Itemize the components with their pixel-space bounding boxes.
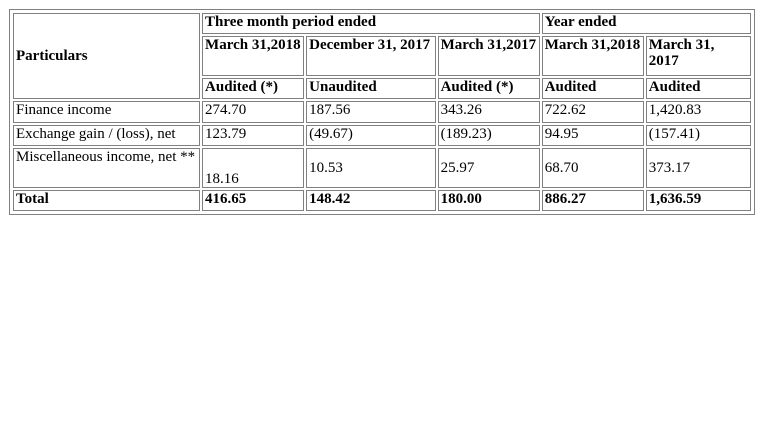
year-ended-header: Year ended — [541, 13, 751, 35]
three-month-period-header: Three month period ended — [202, 13, 540, 35]
table-cell: 180.00 — [437, 189, 540, 211]
table-cell: 416.65 — [202, 189, 305, 211]
table-cell: 123.79 — [202, 124, 305, 146]
table-cell: 343.26 — [437, 101, 540, 123]
row-label: Total — [13, 189, 201, 211]
table-cell: 18.16 — [202, 147, 305, 188]
column-status-header: Audited — [541, 78, 644, 100]
column-status-header: Audited (*) — [437, 78, 540, 100]
table-cell: 1,420.83 — [645, 101, 751, 123]
column-date-header: March 31,2017 — [437, 36, 540, 77]
row-label: Miscellaneous income, net ** — [13, 147, 201, 188]
column-status-header: Unaudited — [306, 78, 436, 100]
table-row-exchange-gain: Exchange gain / (loss), net 123.79 (49.6… — [13, 124, 751, 146]
particulars-header: Particulars — [13, 13, 201, 100]
column-date-header: December 31, 2017 — [306, 36, 436, 77]
column-date-header: March 31,2018 — [541, 36, 644, 77]
table-cell: 274.70 — [202, 101, 305, 123]
table-row-miscellaneous-income: Miscellaneous income, net ** 18.16 10.53… — [13, 147, 751, 188]
column-status-header: Audited (*) — [202, 78, 305, 100]
table-cell: (49.67) — [306, 124, 436, 146]
column-date-header: March 31, 2017 — [645, 36, 751, 77]
row-label: Exchange gain / (loss), net — [13, 124, 201, 146]
column-status-header: Audited — [645, 78, 751, 100]
column-date-header: March 31,2018 — [202, 36, 305, 77]
table-row-total: Total 416.65 148.42 180.00 886.27 1,636.… — [13, 189, 751, 211]
table-cell: 148.42 — [306, 189, 436, 211]
table-row-finance-income: Finance income 274.70 187.56 343.26 722.… — [13, 101, 751, 123]
table-cell: 187.56 — [306, 101, 436, 123]
table-cell: (157.41) — [645, 124, 751, 146]
row-label: Finance income — [13, 101, 201, 123]
other-income-table: Particulars Three month period ended Yea… — [11, 11, 753, 213]
table-cell: 10.53 — [306, 147, 436, 188]
table-cell: 1,636.59 — [645, 189, 751, 211]
table-cell: 373.17 — [645, 147, 751, 188]
table-cell: (189.23) — [437, 124, 540, 146]
table-cell: 722.62 — [541, 101, 644, 123]
table-cell: 68.70 — [541, 147, 644, 188]
table-cell: 886.27 — [541, 189, 644, 211]
table-cell: 94.95 — [541, 124, 644, 146]
table-cell: 25.97 — [437, 147, 540, 188]
income-table-frame: Particulars Three month period ended Yea… — [9, 9, 755, 215]
